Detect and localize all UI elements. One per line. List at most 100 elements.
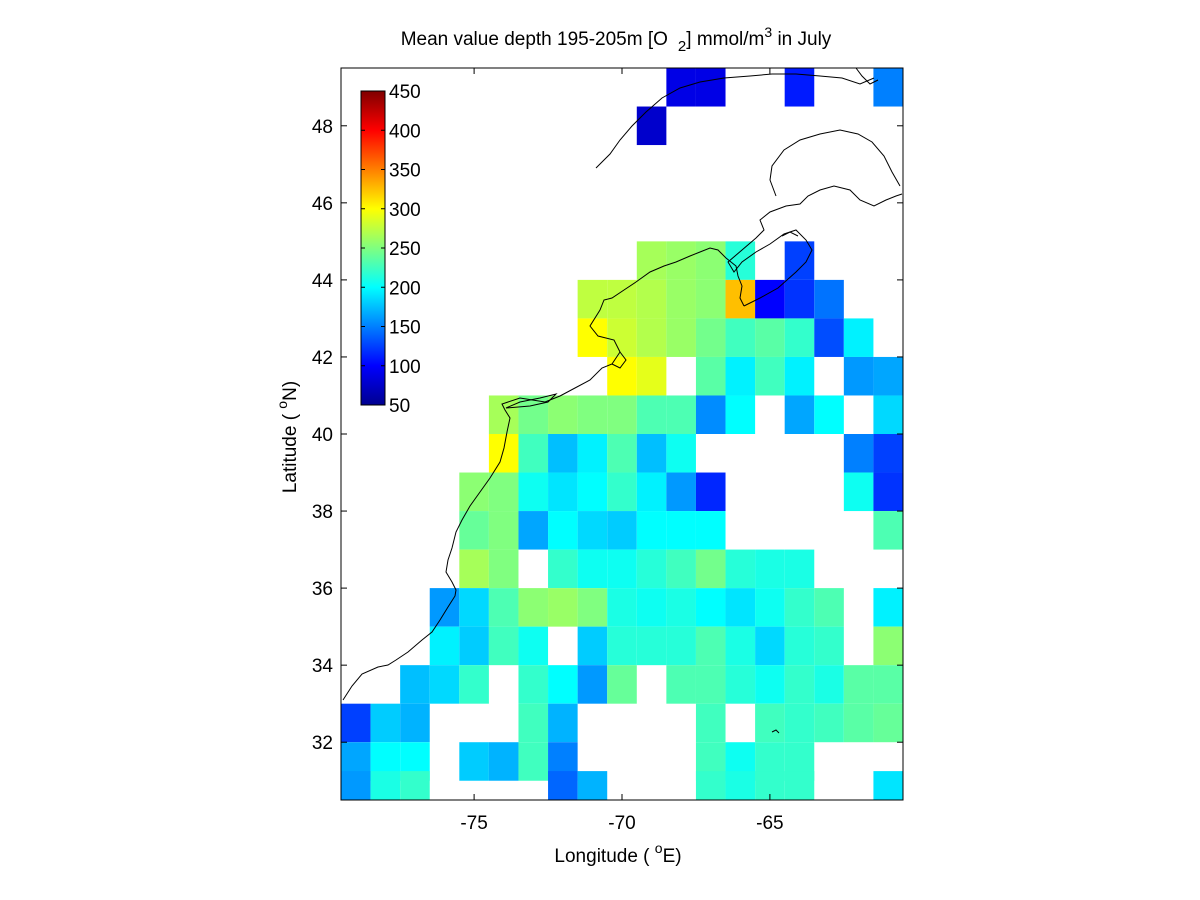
- heatmap-cell: [755, 703, 785, 743]
- heatmap-cell: [636, 472, 667, 512]
- coastline-maritimes: [727, 185, 903, 307]
- heatmap-cell: [636, 434, 667, 473]
- colorbar-tick-label: 250: [389, 239, 421, 260]
- heatmap-cell: [666, 588, 696, 627]
- heatmap-cell: [695, 626, 726, 666]
- heatmap-cell: [873, 665, 903, 704]
- coastline: [342, 67, 903, 734]
- heatmap-cell: [695, 395, 726, 434]
- colorbar-ticks: 50 100 150 200 250 300 350 400 450: [361, 82, 421, 417]
- heatmap-cell: [666, 279, 696, 319]
- colorbar-tick-label: 350: [389, 161, 421, 182]
- coastline-st-lawrence: [595, 73, 875, 169]
- heatmap-cell: [695, 279, 726, 319]
- heatmap-cell: [695, 549, 726, 589]
- coastline-gaspe: [769, 129, 901, 197]
- heatmap-cell: [488, 511, 519, 550]
- heatmap-cell: [518, 626, 549, 666]
- heatmap-cell: [666, 241, 696, 280]
- heatmap-cell: [843, 703, 874, 743]
- heatmap-cell: [548, 588, 578, 627]
- x-axis-label-text: Longitude (: [554, 846, 654, 867]
- heatmap-cell: [607, 356, 637, 396]
- heatmap-cell: [725, 626, 756, 666]
- colorbar-tick-label: 100: [389, 357, 421, 378]
- heatmap-cell: [695, 356, 726, 396]
- heatmap-cell: [784, 356, 815, 396]
- heatmap-cell: [695, 771, 726, 800]
- heatmap-cell: [548, 549, 578, 589]
- heatmap-cell: [577, 511, 608, 550]
- y-tick-label: 36: [312, 579, 333, 600]
- heatmap-cell: [814, 318, 844, 357]
- heatmap-cell: [607, 549, 637, 589]
- chart-title-subscript: 2: [678, 38, 686, 55]
- heatmap-cell: [577, 434, 608, 473]
- heatmap-cell: [400, 703, 430, 743]
- x-axis-label-superscript: o: [655, 840, 663, 856]
- heatmap-cell: [636, 241, 667, 280]
- heatmap-cell: [341, 771, 371, 800]
- heatmap-cell: [488, 742, 519, 781]
- heatmap-cell: [577, 665, 608, 704]
- heatmap-cell: [814, 665, 844, 704]
- heatmap-cell: [429, 626, 460, 666]
- heatmap-cell: [577, 626, 608, 666]
- heatmap-cell: [784, 279, 815, 319]
- heatmap-cell: [548, 665, 578, 704]
- colorbar-tick-label: 200: [389, 278, 421, 299]
- island-bermuda: [771, 729, 780, 734]
- colorbar-tick-label: 400: [389, 121, 421, 142]
- heatmap-cell: [784, 241, 815, 280]
- heatmap-cell: [843, 434, 874, 473]
- y-tick-label: 34: [312, 656, 334, 677]
- heatmap-cell: [873, 511, 903, 550]
- x-tick-label: -65: [756, 813, 783, 834]
- heatmap-cell: [518, 434, 549, 473]
- heatmap-cell: [607, 318, 637, 357]
- heatmap-cells: [341, 68, 903, 800]
- heatmap-cell: [755, 356, 785, 396]
- heatmap-cell: [695, 588, 726, 627]
- heatmap-cell: [695, 511, 726, 550]
- heatmap-cell: [873, 771, 903, 800]
- heatmap-cell: [814, 626, 844, 666]
- heatmap-cell: [666, 549, 696, 589]
- heatmap-cell: [548, 434, 578, 473]
- heatmap-cell: [459, 472, 489, 512]
- heatmap-cell: [784, 588, 815, 627]
- colorbar-tick-label: 450: [389, 82, 421, 103]
- heatmap-cell: [488, 588, 519, 627]
- heatmap-cell: [577, 318, 608, 357]
- heatmap-cell: [873, 472, 903, 512]
- heatmap-cell: [784, 626, 815, 666]
- heatmap-cell: [370, 703, 401, 743]
- heatmap-cell: [488, 434, 519, 473]
- heatmap-cell: [725, 588, 756, 627]
- heatmap-cell: [459, 588, 489, 627]
- heatmap-cell: [577, 549, 608, 589]
- colorbar-tick-label: 150: [389, 318, 421, 339]
- heatmap-cell: [607, 472, 637, 512]
- heatmap-cell: [695, 472, 726, 512]
- y-axis: 32 34 36 38 40 42 44 46 48: [312, 117, 903, 754]
- heatmap-cell: [518, 511, 549, 550]
- heatmap-cell: [488, 626, 519, 666]
- heatmap-cell: [843, 356, 874, 396]
- heatmap-cell: [488, 472, 519, 512]
- heatmap-cell: [459, 626, 489, 666]
- heatmap-cell: [873, 626, 903, 666]
- heatmap-cell: [843, 318, 874, 357]
- heatmap-cell: [666, 665, 696, 704]
- heatmap-cell: [725, 665, 756, 704]
- heatmap-cell: [725, 549, 756, 589]
- heatmap-cell: [666, 511, 696, 550]
- heatmap-cell: [814, 395, 844, 434]
- y-axis-label-suffix: N): [280, 381, 301, 401]
- heatmap-cell: [873, 703, 903, 743]
- heatmap-cell: [784, 318, 815, 357]
- x-tick-label: -70: [608, 813, 635, 834]
- heatmap-cell: [784, 703, 815, 743]
- heatmap-cell: [784, 549, 815, 589]
- heatmap-cell: [636, 626, 667, 666]
